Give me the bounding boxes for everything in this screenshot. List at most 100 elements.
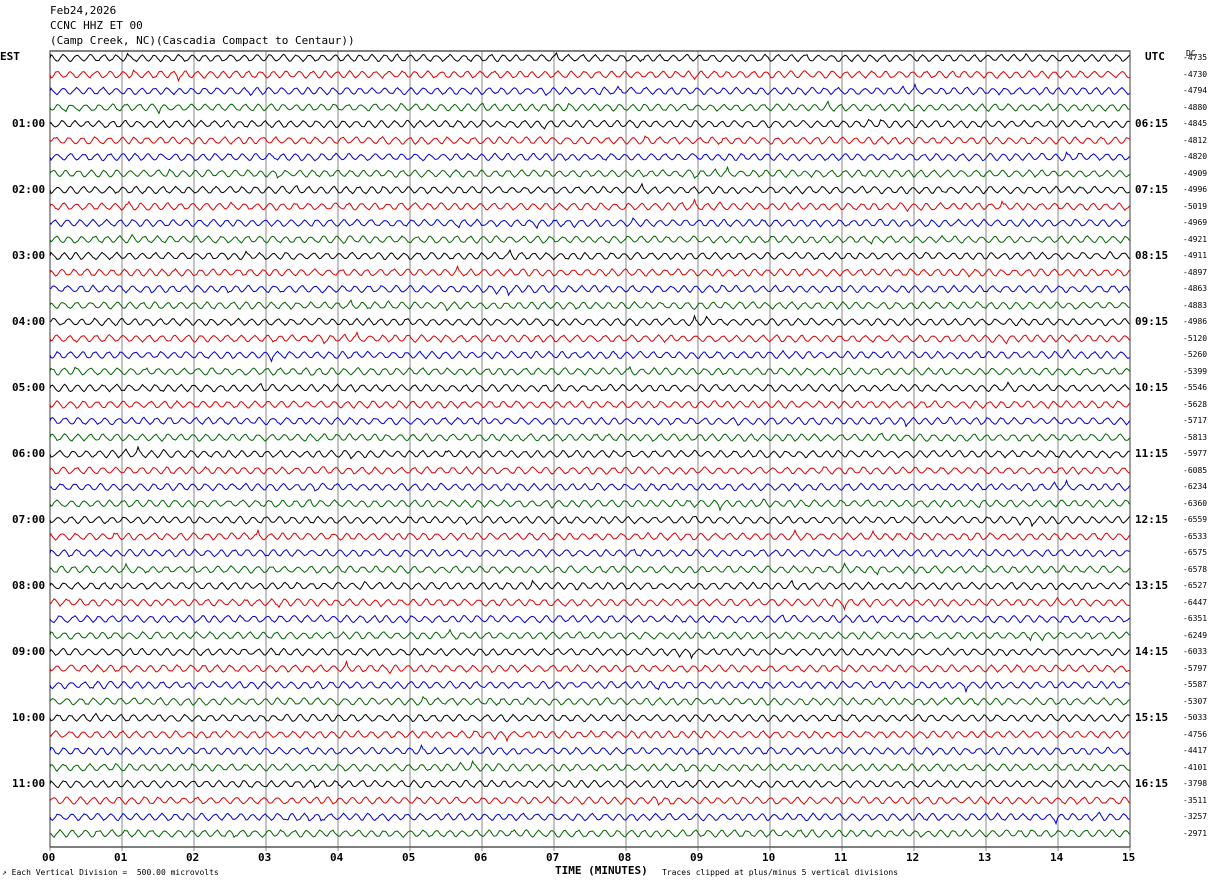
dc-offset-label: -4101 bbox=[1183, 762, 1208, 772]
x-tick-label: 12 bbox=[906, 851, 920, 864]
dc-offset-label: -5307 bbox=[1183, 696, 1208, 706]
trace-line bbox=[49, 712, 1130, 723]
trace-line bbox=[49, 515, 1130, 528]
x-tick-label: 10 bbox=[762, 851, 776, 864]
est-hour-label: 10:00 bbox=[12, 711, 46, 724]
dc-offset-label: -5628 bbox=[1183, 399, 1208, 409]
dc-offset-label: -4735 bbox=[1183, 53, 1208, 62]
utc-hour-label: 10:15 bbox=[1135, 381, 1169, 394]
dc-offset-label: -4794 bbox=[1183, 86, 1208, 95]
dc-offset-label: -4883 bbox=[1183, 300, 1208, 310]
dc-offset-label: -6360 bbox=[1183, 498, 1208, 508]
dc-offset-label: -5977 bbox=[1183, 449, 1208, 458]
dc-offset-label: -6249 bbox=[1183, 630, 1208, 640]
dc-offset-label: -5019 bbox=[1183, 201, 1208, 211]
trace-line bbox=[49, 198, 1130, 213]
dc-offset-label: -3257 bbox=[1183, 812, 1208, 821]
dc-offset-label: -4880 bbox=[1183, 102, 1208, 112]
trace-line bbox=[49, 465, 1130, 476]
x-tick-label: 06 bbox=[474, 851, 488, 864]
trace-line bbox=[49, 614, 1130, 624]
left-timezone-label: EST bbox=[0, 50, 20, 63]
trace-line bbox=[49, 233, 1130, 245]
dc-offset-label: -4417 bbox=[1183, 746, 1208, 755]
trace-line bbox=[49, 365, 1130, 376]
utc-hour-label: 06:15 bbox=[1135, 117, 1169, 130]
trace-line bbox=[49, 118, 1130, 130]
dc-offset-label: -4986 bbox=[1183, 317, 1208, 326]
x-tick-label: 01 bbox=[114, 851, 128, 864]
trace-line bbox=[49, 811, 1130, 826]
trace-line bbox=[49, 400, 1130, 410]
x-tick-label: 15 bbox=[1122, 851, 1136, 864]
dc-offset-label: -6234 bbox=[1183, 482, 1208, 491]
trace-line bbox=[49, 182, 1130, 195]
dc-offset-label: -6527 bbox=[1183, 581, 1208, 590]
est-hour-label: 02:00 bbox=[12, 183, 46, 196]
x-tick-label: 11 bbox=[834, 851, 848, 864]
trace-line bbox=[49, 151, 1130, 162]
x-tick-label: 04 bbox=[330, 851, 344, 864]
utc-hour-label: 13:15 bbox=[1135, 579, 1169, 592]
x-tick-label: 02 bbox=[186, 851, 200, 864]
dc-offset-label: -5717 bbox=[1183, 416, 1208, 425]
clip-note: Traces clipped at plus/minus 5 vertical … bbox=[662, 868, 899, 877]
trace-line bbox=[49, 248, 1130, 261]
x-tick-label: 09 bbox=[690, 851, 704, 864]
trace-line bbox=[49, 416, 1130, 428]
dc-offset-label: -6575 bbox=[1183, 548, 1208, 557]
utc-hour-label: 07:15 bbox=[1135, 183, 1169, 196]
plot-frame bbox=[49, 50, 1131, 848]
dc-offset-label: -6085 bbox=[1183, 465, 1208, 475]
trace-line bbox=[49, 548, 1130, 558]
station-location: (Camp Creek, NC)(Cascadia Compact to Cen… bbox=[50, 34, 355, 47]
est-hour-label: 03:00 bbox=[12, 249, 46, 262]
dc-offset-label: -4845 bbox=[1183, 119, 1208, 128]
utc-hour-label: 12:15 bbox=[1135, 513, 1169, 526]
utc-hour-label: 14:15 bbox=[1135, 645, 1169, 658]
trace-line bbox=[49, 331, 1130, 345]
trace-line bbox=[49, 284, 1130, 297]
trace-line bbox=[49, 628, 1130, 642]
dc-offset-label: -6033 bbox=[1183, 647, 1208, 656]
dc-offset-label: -4863 bbox=[1183, 284, 1208, 293]
trace-line bbox=[49, 299, 1130, 312]
est-hour-label: 06:00 bbox=[12, 447, 46, 460]
dc-offset-label: -4911 bbox=[1183, 251, 1208, 260]
dc-offset-label: -4897 bbox=[1183, 267, 1208, 277]
trace-line bbox=[49, 348, 1130, 363]
dc-offset-label: -5546 bbox=[1183, 383, 1208, 392]
est-hour-label: 04:00 bbox=[12, 315, 46, 328]
dc-offset-label: -6351 bbox=[1183, 614, 1208, 623]
est-hour-label: 09:00 bbox=[12, 645, 46, 658]
est-hour-label: 08:00 bbox=[12, 579, 46, 592]
trace-line bbox=[49, 314, 1130, 327]
x-tick-label: 13 bbox=[978, 851, 992, 864]
dc-offset-label: -3798 bbox=[1183, 779, 1208, 788]
dc-offset-label: -5033 bbox=[1183, 713, 1208, 722]
dc-offset-label: -4730 bbox=[1183, 69, 1208, 79]
dc-offset-label: -5587 bbox=[1183, 680, 1208, 689]
trace-line bbox=[49, 796, 1130, 806]
trace-line bbox=[49, 743, 1130, 756]
trace-line bbox=[49, 69, 1130, 83]
dc-offset-label: -5260 bbox=[1183, 350, 1208, 359]
dc-offset-label: -6559 bbox=[1183, 515, 1208, 524]
dc-offset-label: -4820 bbox=[1183, 152, 1208, 161]
est-hour-label: 05:00 bbox=[12, 381, 46, 394]
trace-line bbox=[49, 445, 1130, 460]
trace-line bbox=[49, 680, 1130, 694]
trace-line bbox=[49, 264, 1130, 278]
trace-line bbox=[49, 647, 1130, 660]
trace-line bbox=[49, 432, 1130, 442]
trace-line bbox=[49, 478, 1130, 492]
dc-offset-label: -4812 bbox=[1183, 135, 1208, 145]
x-tick-label: 03 bbox=[258, 851, 272, 864]
trace-line bbox=[49, 381, 1130, 393]
est-hour-label: 11:00 bbox=[12, 777, 46, 790]
dc-offset-label: -4756 bbox=[1183, 729, 1208, 739]
trace-line bbox=[49, 779, 1130, 789]
trace-line bbox=[49, 51, 1130, 63]
dc-offset-label: -4996 bbox=[1183, 185, 1208, 194]
